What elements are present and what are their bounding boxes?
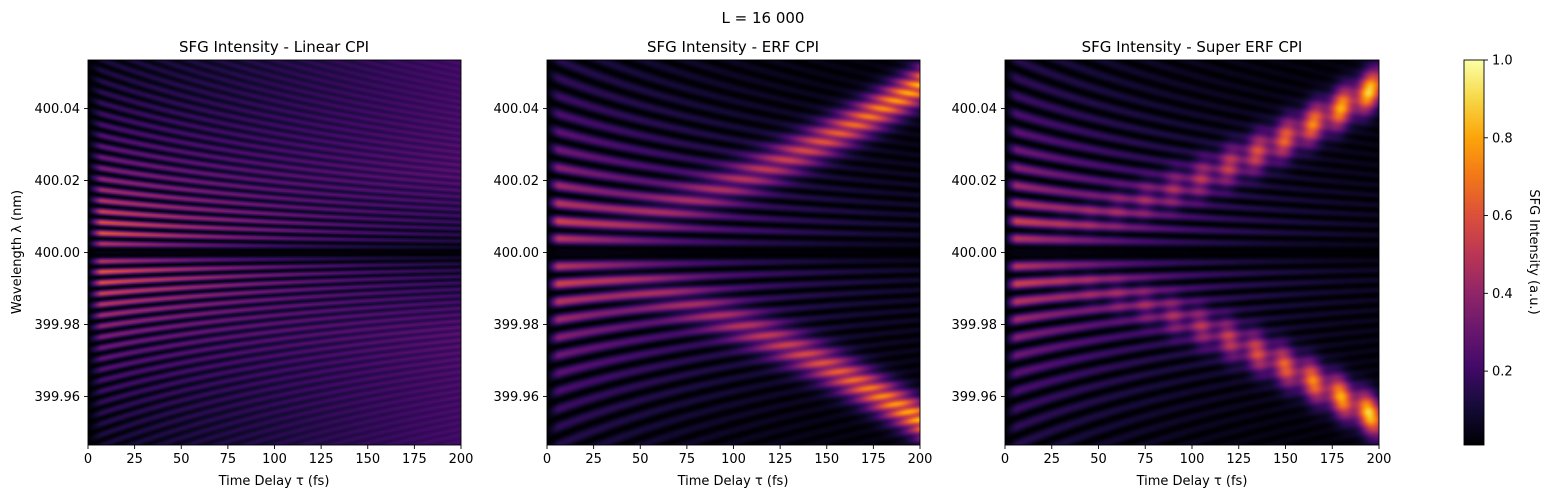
- x-tick-label: 200: [1367, 452, 1392, 467]
- x-tick-label: 75: [679, 452, 696, 467]
- colorbar-tick-label: 0.8: [1492, 131, 1513, 146]
- heatmap-linear-cpi: [88, 60, 461, 445]
- panel-title: SFG Intensity - ERF CPI: [647, 38, 819, 56]
- x-tick-label: 50: [632, 452, 649, 467]
- x-tick-label: 200: [449, 452, 474, 467]
- x-tick-label: 50: [173, 452, 190, 467]
- x-tick-label: 50: [1090, 452, 1107, 467]
- x-axis-label: Time Delay τ (fs): [1136, 474, 1248, 489]
- panel-linear-cpi: SFG Intensity - Linear CPI 0 25 50 75 100 125…: [10, 38, 473, 489]
- x-tick-label: 125: [768, 452, 793, 467]
- y-ticks: 399.96 399.98 400.00 400.02 400.04: [952, 102, 1005, 405]
- colorbar-tick-label: 0.2: [1492, 365, 1513, 380]
- y-axis-label: Wavelength λ (nm): [10, 190, 25, 314]
- x-axis-label: Time Delay τ (fs): [677, 474, 789, 489]
- y-tick-label: 400.04: [952, 102, 998, 117]
- x-tick-label: 150: [355, 452, 380, 467]
- colorbar-label: SFG Intensity (a.u.): [1526, 189, 1541, 314]
- x-tick-label: 175: [861, 452, 886, 467]
- panel-title: SFG Intensity - Super ERF CPI: [1082, 38, 1303, 56]
- y-ticks: 399.96 399.98 400.00 400.02 400.04: [494, 102, 547, 405]
- x-tick-label: 175: [402, 452, 427, 467]
- panel-erf-cpi: SFG Intensity - ERF CPI 0 25 50 75 100 125 150…: [494, 38, 933, 489]
- x-axis-label: Time Delay τ (fs): [218, 474, 330, 489]
- colorbar-tick-label: 1.0: [1492, 54, 1513, 69]
- panel-super-erf-cpi: SFG Intensity - Super ERF CPI 0 25 50 75 100…: [952, 38, 1392, 489]
- heatmap-erf-cpi: [547, 60, 920, 445]
- x-tick-label: 75: [1137, 452, 1154, 467]
- x-tick-label: 75: [220, 452, 237, 467]
- x-tick-label: 100: [262, 452, 287, 467]
- x-tick-label: 0: [543, 452, 551, 467]
- y-tick-label: 400.04: [494, 102, 540, 117]
- y-tick-label: 400.02: [35, 174, 81, 189]
- colorbar-ticks: 0.2 0.4 0.6 0.8 1.0: [1484, 54, 1513, 380]
- y-tick-label: 399.96: [952, 390, 998, 405]
- x-tick-label: 25: [585, 452, 602, 467]
- x-tick-label: 150: [814, 452, 839, 467]
- x-tick-label: 125: [309, 452, 334, 467]
- colorbar: 0.2 0.4 0.6 0.8 1.0 SFG Intensity (a.u.): [1463, 54, 1541, 446]
- x-tick-label: 100: [1180, 452, 1205, 467]
- x-tick-label: 125: [1226, 452, 1251, 467]
- y-tick-label: 399.96: [494, 390, 540, 405]
- colorbar-gradient: [1464, 60, 1484, 445]
- x-ticks: 0 25 50 75 100 125 150 175 200: [1001, 445, 1392, 467]
- y-ticks: 399.96 399.98 400.00 400.02 400.04: [35, 102, 88, 405]
- y-tick-label: 399.98: [494, 318, 540, 333]
- x-tick-label: 25: [1043, 452, 1060, 467]
- x-ticks: 0 25 50 75 100 125 150 175 200: [84, 445, 474, 467]
- panel-title: SFG Intensity - Linear CPI: [179, 38, 369, 56]
- y-tick-label: 400.00: [35, 246, 81, 261]
- x-tick-label: 0: [1001, 452, 1009, 467]
- heatmap-super-erf-cpi: [1005, 60, 1379, 445]
- figure-suptitle: L = 16 000: [722, 9, 805, 27]
- y-tick-label: 400.02: [952, 174, 998, 189]
- y-tick-label: 400.00: [952, 246, 998, 261]
- y-tick-label: 399.98: [952, 318, 998, 333]
- y-tick-label: 400.00: [494, 246, 540, 261]
- x-tick-label: 175: [1320, 452, 1345, 467]
- colorbar-tick-label: 0.6: [1492, 209, 1513, 224]
- colorbar-frame: [1463, 59, 1485, 446]
- colorbar-tick-label: 0.4: [1492, 287, 1513, 302]
- x-tick-label: 150: [1273, 452, 1298, 467]
- x-tick-label: 25: [126, 452, 143, 467]
- x-tick-label: 200: [908, 452, 933, 467]
- y-tick-label: 400.04: [35, 102, 81, 117]
- x-ticks: 0 25 50 75 100 125 150 175 200: [543, 445, 933, 467]
- y-tick-label: 399.96: [35, 390, 81, 405]
- y-tick-label: 400.02: [494, 174, 540, 189]
- x-tick-label: 0: [84, 452, 92, 467]
- x-tick-label: 100: [721, 452, 746, 467]
- y-tick-label: 399.98: [35, 318, 81, 333]
